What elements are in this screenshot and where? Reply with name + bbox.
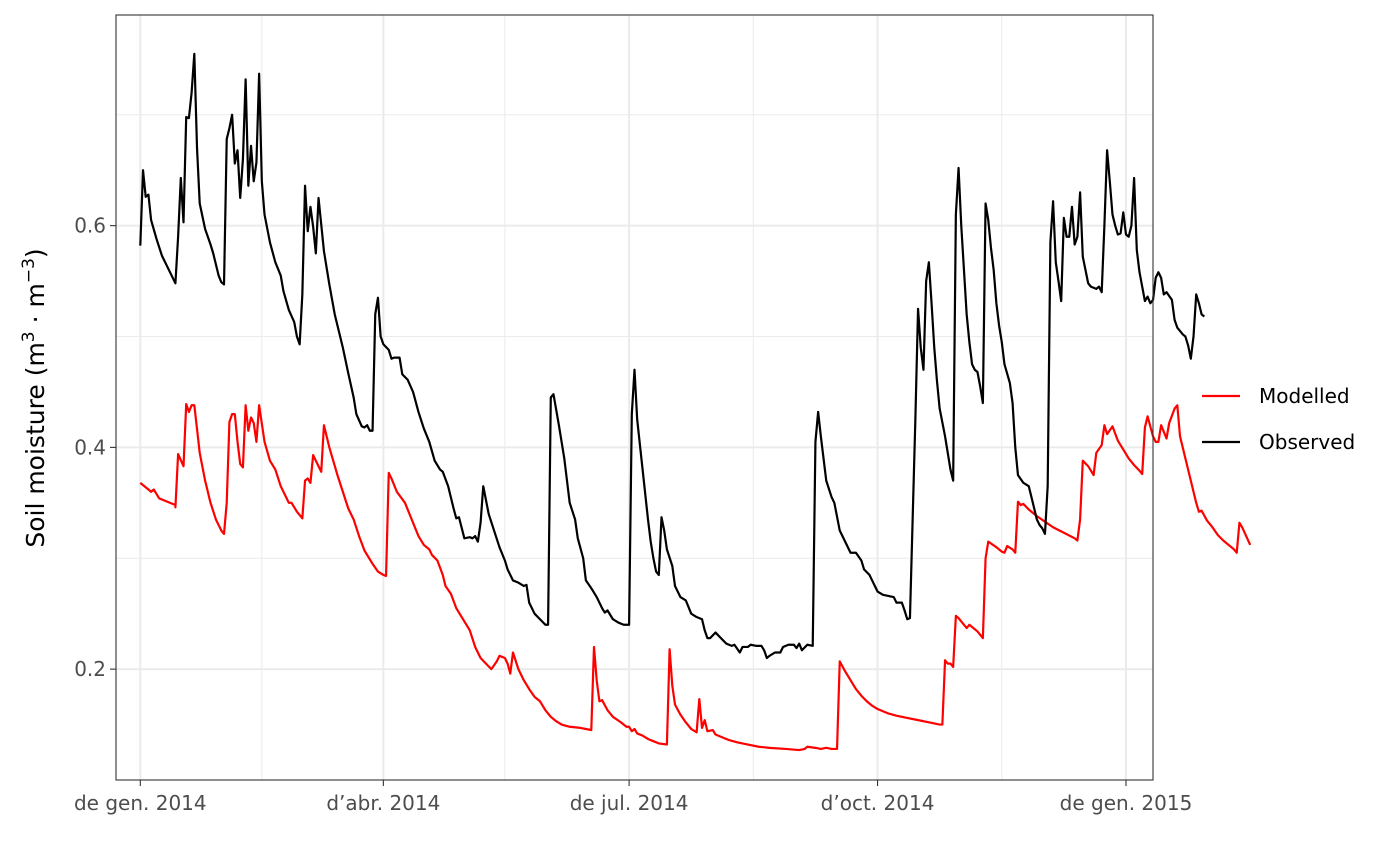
- y-axis-title: Soil moisture (m3 · m−3): [19, 248, 50, 547]
- y-tick-label: 0.4: [74, 435, 106, 459]
- legend: Modelled Observed: [1202, 384, 1355, 454]
- series-line-observed: [139, 52, 1206, 660]
- series-layer: [139, 52, 1252, 752]
- x-tick-label: de jul. 2014: [570, 791, 689, 815]
- x-tick-label: de gen. 2014: [74, 791, 207, 815]
- y-tick-label: 0.2: [74, 657, 106, 681]
- legend-item-modelled: Modelled: [1202, 384, 1350, 408]
- legend-label: Modelled: [1259, 384, 1350, 408]
- x-axis: de gen. 2014 d’abr. 2014 de jul. 2014 d’oct…: [74, 780, 1192, 815]
- major-gridlines: [116, 15, 1153, 780]
- y-axis-units-close: ): [21, 248, 50, 258]
- x-tick-label: de gen. 2015: [1060, 791, 1193, 815]
- legend-label: Observed: [1259, 430, 1355, 454]
- y-axis-units-sup1: 3: [19, 331, 39, 342]
- legend-item-observed: Observed: [1202, 430, 1355, 454]
- x-tick-label: d’abr. 2014: [326, 791, 440, 815]
- panel-background: [116, 15, 1153, 780]
- y-axis-units-dot: · m: [21, 283, 50, 331]
- y-axis-title-label: Soil moisture: [21, 384, 50, 547]
- y-axis-units-sup2: −3: [19, 258, 39, 283]
- y-axis-units-open: (m: [21, 342, 50, 376]
- minor-gridlines: [116, 15, 1153, 780]
- panel-border: [115, 14, 1154, 781]
- series-line-modelled: [139, 403, 1252, 752]
- y-axis: 0.2 0.4 0.6: [74, 214, 116, 681]
- y-tick-label: 0.6: [74, 214, 106, 238]
- x-tick-label: d’oct. 2014: [821, 791, 935, 815]
